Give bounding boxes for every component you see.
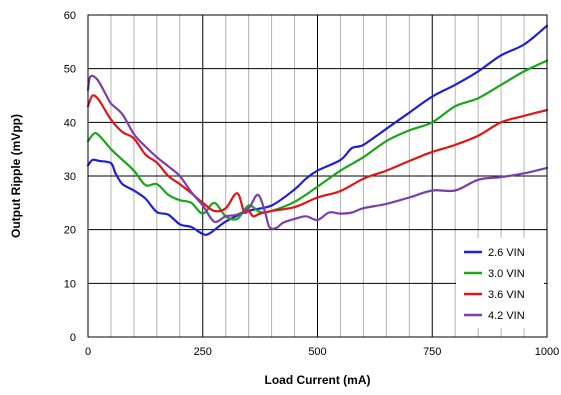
x-tick-label: 750 <box>423 346 441 358</box>
y-tick-label: 0 <box>70 332 76 344</box>
legend-label: 2.6 VIN <box>488 247 525 259</box>
x-axis-ticks: 0 250 500 750 1000 <box>85 346 559 358</box>
y-tick-label: 20 <box>64 225 76 237</box>
legend-label: 3.6 VIN <box>488 289 525 301</box>
series-line-3 <box>86 94 549 218</box>
x-axis-title: Load Current (mA) <box>265 373 371 387</box>
y-axis-title: Output Ripple (mVpp) <box>9 114 23 238</box>
y-tick-label: 40 <box>64 117 76 129</box>
legend: 2.6 VIN 3.0 VIN 3.6 VIN 4.2 VIN <box>456 238 544 328</box>
x-tick-label: 0 <box>85 346 91 358</box>
y-tick-label: 60 <box>64 10 76 22</box>
y-tick-label: 50 <box>64 64 76 76</box>
series-lines <box>86 24 549 236</box>
x-tick-label: 1000 <box>535 346 559 358</box>
y-tick-label: 10 <box>64 278 76 290</box>
plot-frame <box>87 14 548 338</box>
legend-label: 3.0 VIN <box>488 268 525 280</box>
y-tick-label: 30 <box>64 171 76 183</box>
y-axis-ticks: 0 10 20 30 40 50 60 <box>64 10 76 344</box>
x-tick-label: 250 <box>194 346 212 358</box>
legend-label: 4.2 VIN <box>488 310 525 322</box>
x-tick-label: 500 <box>308 346 326 358</box>
series-line-4 <box>86 74 549 230</box>
